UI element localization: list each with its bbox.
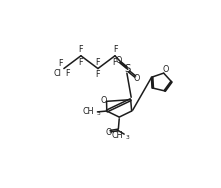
Text: O: O <box>100 96 107 105</box>
Text: 3: 3 <box>126 135 130 140</box>
Text: Cl: Cl <box>53 69 61 78</box>
Text: F: F <box>96 58 100 67</box>
Text: O: O <box>162 65 169 74</box>
Text: S: S <box>125 64 131 74</box>
Text: F: F <box>113 45 118 54</box>
Text: CH: CH <box>82 107 94 116</box>
Text: O: O <box>116 56 122 65</box>
Text: F: F <box>112 58 117 67</box>
Text: 3: 3 <box>97 111 101 116</box>
Text: F: F <box>79 45 83 54</box>
Text: O: O <box>105 128 112 136</box>
Text: O: O <box>133 74 140 83</box>
Text: F: F <box>96 70 100 79</box>
Text: F: F <box>79 58 83 67</box>
Text: F: F <box>58 59 62 68</box>
Text: F: F <box>65 69 70 78</box>
Text: CH: CH <box>112 131 123 140</box>
